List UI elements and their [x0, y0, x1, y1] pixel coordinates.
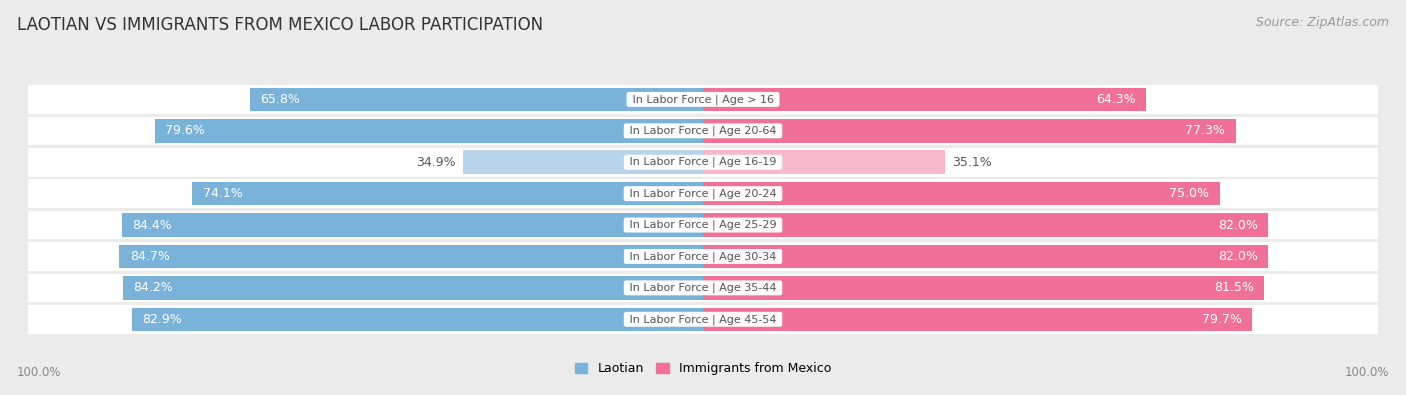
Text: Source: ZipAtlas.com: Source: ZipAtlas.com	[1256, 16, 1389, 29]
Text: 84.7%: 84.7%	[129, 250, 170, 263]
Bar	[28, 242, 1378, 271]
Bar	[28, 274, 1378, 302]
Bar	[703, 307, 1253, 331]
Bar	[193, 182, 703, 205]
Bar	[703, 213, 1268, 237]
Text: 74.1%: 74.1%	[202, 187, 243, 200]
Text: 75.0%: 75.0%	[1170, 187, 1209, 200]
Bar	[28, 148, 1378, 177]
Text: 79.6%: 79.6%	[165, 124, 205, 137]
Text: 64.3%: 64.3%	[1097, 93, 1136, 106]
Bar	[28, 211, 1378, 239]
Text: In Labor Force | Age 20-64: In Labor Force | Age 20-64	[626, 126, 780, 136]
Bar	[703, 182, 1219, 205]
Bar	[28, 85, 1378, 114]
Text: In Labor Force | Age > 16: In Labor Force | Age > 16	[628, 94, 778, 105]
Text: 34.9%: 34.9%	[416, 156, 456, 169]
Text: In Labor Force | Age 30-34: In Labor Force | Age 30-34	[626, 251, 780, 262]
Bar	[132, 307, 703, 331]
Text: In Labor Force | Age 35-44: In Labor Force | Age 35-44	[626, 283, 780, 293]
Bar	[121, 213, 703, 237]
Bar	[28, 305, 1378, 333]
Bar	[703, 88, 1146, 111]
Text: In Labor Force | Age 20-24: In Labor Force | Age 20-24	[626, 188, 780, 199]
Bar	[28, 117, 1378, 145]
Text: In Labor Force | Age 45-54: In Labor Force | Age 45-54	[626, 314, 780, 325]
Bar	[155, 119, 703, 143]
Bar	[703, 119, 1236, 143]
Bar	[28, 179, 1378, 208]
Bar	[120, 245, 703, 268]
Text: 79.7%: 79.7%	[1202, 313, 1241, 326]
Text: LAOTIAN VS IMMIGRANTS FROM MEXICO LABOR PARTICIPATION: LAOTIAN VS IMMIGRANTS FROM MEXICO LABOR …	[17, 16, 543, 34]
Text: 84.2%: 84.2%	[134, 281, 173, 294]
Text: 77.3%: 77.3%	[1185, 124, 1225, 137]
Text: 100.0%: 100.0%	[17, 366, 62, 379]
Text: 100.0%: 100.0%	[1344, 366, 1389, 379]
Bar	[250, 88, 703, 111]
Text: 82.9%: 82.9%	[142, 313, 181, 326]
Text: 84.4%: 84.4%	[132, 218, 172, 231]
Text: 35.1%: 35.1%	[952, 156, 991, 169]
Bar	[703, 276, 1264, 300]
Bar	[463, 150, 703, 174]
Text: 65.8%: 65.8%	[260, 93, 299, 106]
Bar	[703, 245, 1268, 268]
Text: 81.5%: 81.5%	[1215, 281, 1254, 294]
Bar	[122, 276, 703, 300]
Text: 82.0%: 82.0%	[1218, 218, 1257, 231]
Legend: Laotian, Immigrants from Mexico: Laotian, Immigrants from Mexico	[569, 357, 837, 380]
Text: In Labor Force | Age 25-29: In Labor Force | Age 25-29	[626, 220, 780, 230]
Bar	[703, 150, 945, 174]
Text: In Labor Force | Age 16-19: In Labor Force | Age 16-19	[626, 157, 780, 167]
Text: 82.0%: 82.0%	[1218, 250, 1257, 263]
